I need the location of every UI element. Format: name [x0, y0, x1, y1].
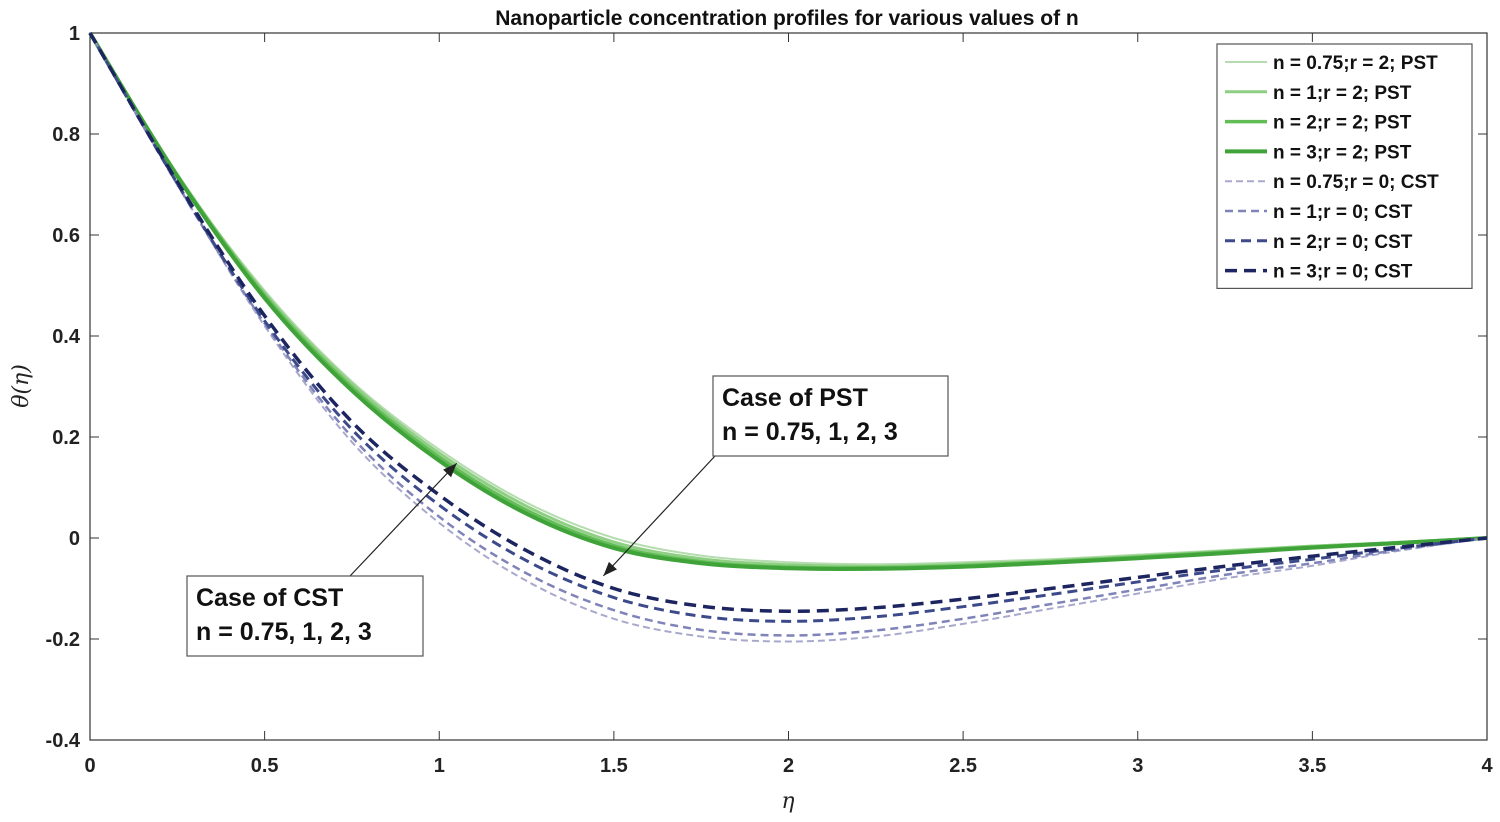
legend-entry: n = 1;r = 0; CST: [1225, 202, 1413, 223]
axis-tick-labels: 0 0.5 1 1.5 2 2.5 3 3.5 4 -0.4 -0.2 0 0.2 0.4 0.6 0.8 1: [46, 23, 1494, 777]
annotation-arrow-line: [602, 455, 716, 577]
series-line-5: [89, 32, 1488, 643]
y-tick-label: 0.6: [52, 225, 80, 247]
annotation-2: Case of CST n = 0.75, 1, 2, 3: [186, 462, 458, 657]
legend-label: n = 2;r = 2; PST: [1273, 113, 1412, 134]
series-line-7: [88, 32, 1488, 623]
legend-label: n = 0.75;r = 0; CST: [1273, 172, 1439, 193]
annotation-1: Case of PST n = 0.75, 1, 2, 3: [602, 375, 949, 577]
annotation-text: n = 0.75, 1, 2, 3: [722, 418, 898, 446]
legend-label: n = 3;r = 2; PST: [1273, 142, 1412, 163]
annotation-text: Case of CST: [196, 584, 343, 612]
y-tick-label: -0.4: [46, 730, 81, 752]
x-tick-label: 0: [84, 755, 95, 777]
series-lines: [88, 31, 1488, 643]
series-line-4: [88, 31, 1488, 572]
legend-label: n = 1;r = 0; CST: [1273, 202, 1413, 223]
chart-title: Nanoparticle concentration profiles for …: [495, 7, 1078, 30]
annotation-box: [186, 575, 424, 657]
x-tick-label: 4: [1481, 755, 1493, 777]
x-tick-label: 2.5: [949, 755, 977, 777]
legend-label: n = 2;r = 0; CST: [1273, 232, 1413, 253]
legend-box: [1216, 43, 1473, 289]
legend-entry: n = 3;r = 0; CST: [1225, 262, 1413, 283]
legend-label: n = 0.75;r = 2; PST: [1273, 53, 1438, 74]
legend-entry: n = 3;r = 2; PST: [1225, 142, 1412, 163]
x-tick-label: 3.5: [1298, 755, 1326, 777]
legend-label: n = 3;r = 0; CST: [1273, 262, 1413, 283]
x-tick-label: 0.5: [251, 755, 279, 777]
x-tick-label: 3: [1132, 755, 1143, 777]
legend-label: n = 1;r = 2; PST: [1273, 83, 1412, 104]
x-tick-label: 1: [434, 755, 445, 777]
annotation-text: Case of PST: [722, 384, 868, 412]
annotation-arrowhead: [603, 561, 617, 576]
x-tick-label: 2: [783, 755, 794, 777]
x-tick-label: 1.5: [600, 755, 628, 777]
annotation-text: n = 0.75, 1, 2, 3: [196, 618, 372, 646]
legend-entry: n = 2;r = 0; CST: [1225, 232, 1413, 253]
annotation-arrowhead: [443, 463, 457, 478]
y-axis-label: θ(η): [9, 364, 34, 408]
y-tick-label: -0.2: [46, 629, 80, 651]
legend-entry: n = 0.75;r = 0; CST: [1225, 172, 1439, 193]
legend-entry: n = 0.75;r = 2; PST: [1225, 53, 1438, 74]
axis-ticks: [89, 32, 1488, 741]
x-axis-label: η: [781, 789, 794, 814]
y-tick-label: 0: [69, 528, 80, 550]
series-line-6: [88, 32, 1488, 637]
y-tick-label: 0.4: [52, 326, 81, 348]
annotation-arrow-line: [349, 462, 458, 577]
legend-entry: n = 1;r = 2; PST: [1225, 83, 1412, 104]
legend: n = 0.75;r = 2; PST n = 1;r = 2; PST n = 2…: [1216, 43, 1473, 289]
y-tick-label: 0.8: [52, 124, 80, 146]
y-tick-label: 0.2: [52, 427, 80, 449]
legend-entry: n = 2;r = 2; PST: [1225, 113, 1412, 134]
annotation-box: [712, 375, 949, 457]
series-line-8: [88, 32, 1488, 613]
y-tick-label: 1: [69, 23, 80, 45]
annotations: Case of PST n = 0.75, 1, 2, 3 Case of CST n…: [186, 375, 949, 657]
